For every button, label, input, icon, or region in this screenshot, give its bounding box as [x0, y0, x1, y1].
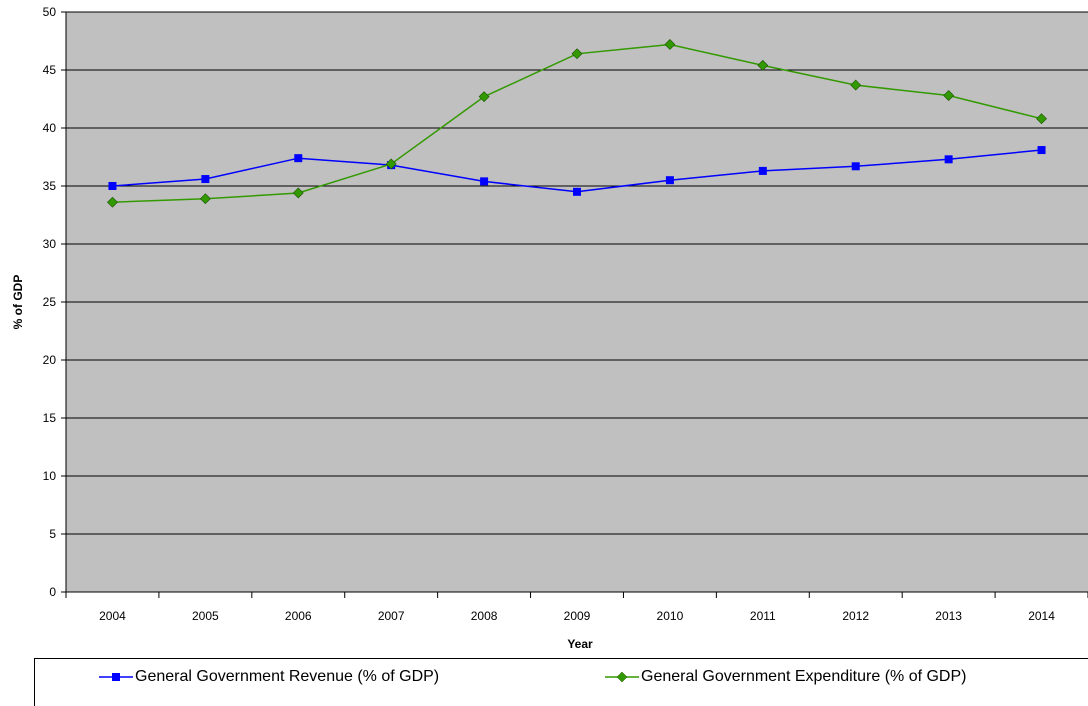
data-point [665, 176, 674, 185]
data-point [1037, 146, 1046, 155]
x-axis-title: Year [567, 637, 593, 651]
data-point [664, 39, 676, 50]
y-tick-label: 5 [49, 527, 56, 541]
y-tick-label: 35 [43, 179, 57, 193]
y-tick-label: 40 [43, 121, 57, 135]
data-point [385, 158, 397, 170]
x-tick-label: 2009 [564, 609, 591, 623]
legend-label-revenue: General Government Revenue (% of GDP) [135, 668, 440, 685]
x-tick-label: 2014 [1028, 609, 1055, 623]
data-point [851, 162, 860, 171]
x-axis-ticks: 2004 2005 2006 2007 2008 2009 2010 2011 2012 2013… [65, 592, 1088, 623]
gridlines [66, 11, 1088, 535]
data-point [573, 187, 581, 196]
x-tick-label: 2011 [750, 609, 776, 623]
data-point [107, 196, 118, 208]
x-tick-label: 2005 [192, 609, 219, 623]
legend: General Government Revenue (% of GDP) Ge… [34, 658, 1088, 706]
legend-label-expenditure: General Government Expenditure (% of GDP… [641, 668, 967, 685]
data-point [478, 91, 490, 103]
data-point [294, 154, 303, 163]
data-point [571, 48, 583, 60]
data-point [757, 59, 769, 71]
y-tick-label: 50 [43, 5, 57, 19]
y-axis-ticks: 0 5 10 15 20 25 30 35 40 45 50 [43, 5, 66, 599]
y-tick-label: 0 [49, 585, 56, 599]
data-point [292, 187, 304, 199]
x-tick-label: 2006 [285, 609, 312, 623]
data-point [758, 166, 767, 175]
x-tick-label: 2007 [378, 609, 405, 623]
y-tick-label: 45 [43, 63, 57, 77]
x-tick-label: 2008 [471, 609, 498, 623]
x-tick-label: 2010 [657, 609, 684, 623]
data-point [199, 193, 211, 205]
expenditure-legend-marker-icon [605, 671, 639, 683]
y-tick-label: 10 [43, 469, 57, 483]
x-tick-label: 2004 [99, 609, 126, 623]
data-point [850, 79, 862, 91]
legend-item-revenue: General Government Revenue (% of GDP) [99, 668, 439, 686]
y-tick-label: 15 [43, 411, 57, 425]
revenue-legend-marker-icon [99, 673, 133, 681]
y-tick-label: 20 [43, 353, 57, 367]
data-point [201, 175, 210, 184]
series-expenditure [107, 39, 1047, 208]
series-lines [107, 39, 1047, 208]
legend-item-expenditure: General Government Expenditure (% of GDP… [605, 668, 966, 686]
data-point [943, 90, 955, 101]
data-point [944, 155, 953, 164]
data-point [480, 177, 489, 186]
data-point [108, 182, 117, 190]
y-tick-label: 25 [43, 295, 57, 309]
x-tick-label: 2013 [935, 609, 962, 623]
data-point [1036, 113, 1047, 125]
y-axis-title: % of GDP [11, 275, 25, 330]
x-tick-label: 2012 [842, 609, 869, 623]
y-tick-label: 30 [43, 237, 57, 251]
